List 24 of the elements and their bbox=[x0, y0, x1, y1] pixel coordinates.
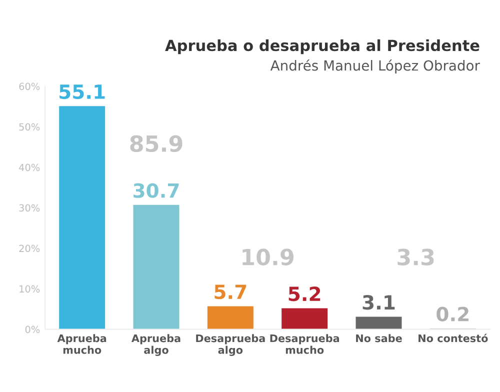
x-tick-label: Desaprueba algo bbox=[196, 334, 265, 356]
data-label: 5.7 bbox=[214, 284, 246, 300]
data-label: 3.1 bbox=[362, 295, 395, 310]
data-label: 55.1 bbox=[60, 84, 105, 100]
annotation: 3.3 bbox=[398, 248, 434, 266]
y-tick-label: 10% bbox=[20, 285, 40, 293]
annotation: 10.9 bbox=[242, 248, 294, 266]
x-tick-label: Aprueba mucho bbox=[57, 334, 106, 354]
data-label: 30.7 bbox=[134, 183, 179, 198]
y-tick-label: 0% bbox=[25, 326, 40, 334]
y-tick-label: 60% bbox=[19, 82, 40, 90]
data-label: 0.2 bbox=[436, 306, 468, 322]
chart-subtitle: Andrés Manuel López Obrador bbox=[270, 59, 480, 74]
x-tick-label: Aprueba algo bbox=[131, 334, 180, 356]
annotation: 85.9 bbox=[130, 135, 182, 152]
x-tick-label: Desaprueba mucho bbox=[270, 334, 340, 354]
chart-title: Aprueba o desaprueba al Presidente bbox=[165, 39, 480, 54]
y-tick-label: 40% bbox=[19, 164, 40, 172]
x-tick-label: No sabe bbox=[356, 334, 402, 342]
y-tick-label: 50% bbox=[19, 123, 40, 131]
y-tick-label: 20% bbox=[19, 244, 40, 252]
data-label: 5.2 bbox=[288, 286, 320, 302]
y-tick-label: 30% bbox=[19, 204, 40, 212]
x-tick-label: No contestó bbox=[418, 334, 488, 342]
